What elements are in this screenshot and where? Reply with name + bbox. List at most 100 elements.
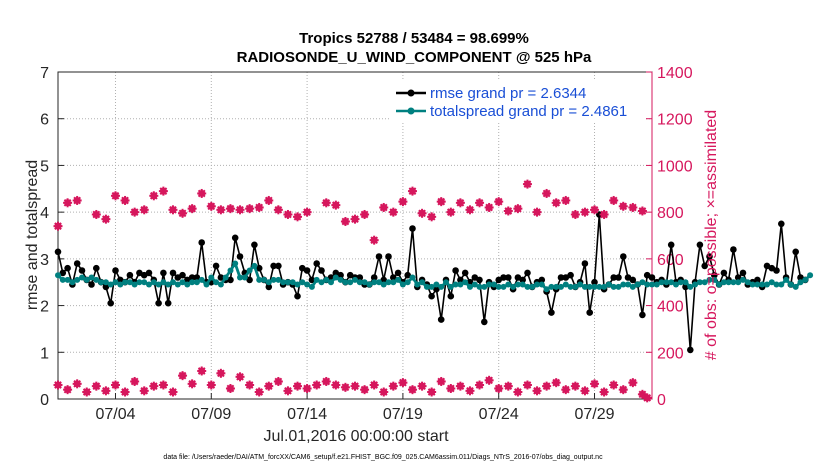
obs-count-high xyxy=(302,207,312,217)
totalspread-point xyxy=(467,283,473,290)
totalspread-point xyxy=(304,281,311,288)
rmse-point xyxy=(64,264,71,272)
totalspread-point xyxy=(318,279,325,286)
totalspread-point xyxy=(500,283,507,290)
rmse-point xyxy=(615,274,622,281)
rmse-point xyxy=(586,309,593,316)
obs-count-low xyxy=(436,376,446,386)
totalspread-point xyxy=(787,281,794,288)
obs-possible-circle xyxy=(64,386,72,394)
rmse-point xyxy=(711,271,718,279)
obs-possible-circle xyxy=(552,379,560,387)
totalspread-point xyxy=(337,276,344,283)
obs-count-low xyxy=(273,376,283,386)
obs-possible-circle xyxy=(447,384,455,392)
obs-count-high xyxy=(254,202,264,212)
obs-possible-circle xyxy=(543,382,551,390)
totalspread-point xyxy=(452,281,459,288)
totalspread-point xyxy=(495,283,502,290)
obs-count-high xyxy=(484,202,494,212)
obs-count-high xyxy=(561,195,571,205)
obs-count-low xyxy=(139,386,149,396)
totalspread-point xyxy=(543,286,550,293)
obs-count-low xyxy=(321,376,331,386)
rmse-point xyxy=(370,274,378,281)
totalspread-point xyxy=(102,279,109,286)
obs-possible-circle xyxy=(428,388,436,396)
rmse-point xyxy=(476,276,483,284)
obs-possible-circle xyxy=(643,394,651,402)
rmse-point xyxy=(610,274,617,281)
obs-possible-circle xyxy=(495,384,503,392)
rmse-point xyxy=(500,274,507,281)
x-tick-label: 07/04 xyxy=(95,406,135,423)
obs-possible-circle xyxy=(198,367,206,375)
obs-possible-circle xyxy=(111,381,119,389)
totalspread-point xyxy=(462,279,469,286)
obs-possible-circle xyxy=(274,206,282,214)
rmse-point xyxy=(481,318,488,326)
obs-count-high xyxy=(570,209,580,219)
totalspread-point xyxy=(510,283,517,290)
obs-possible-circle xyxy=(169,388,177,396)
rmse-point xyxy=(145,269,153,277)
totalspread-point xyxy=(74,276,81,283)
obs-count-low xyxy=(235,372,245,382)
x-tick-label: 07/24 xyxy=(479,406,519,423)
obs-possible-circle xyxy=(322,377,330,385)
series-layer xyxy=(54,211,814,354)
obs-count-high xyxy=(609,195,619,205)
obs-count-low xyxy=(522,380,532,390)
totalspread-point xyxy=(639,279,646,286)
rmse-point xyxy=(648,274,656,281)
y-tick-label-right: 0 xyxy=(657,392,666,409)
totalspread-point xyxy=(625,281,631,288)
obs-count-high xyxy=(91,209,101,219)
totalspread-point xyxy=(419,279,426,286)
obs-possible-circle xyxy=(140,387,148,395)
obs-count-high xyxy=(350,214,360,224)
obs-possible-circle xyxy=(571,210,579,218)
rmse-point xyxy=(265,283,273,291)
chart-title-line2: RADIOSONDE_U_WIND_COMPONENT @ 525 hPa xyxy=(237,49,592,66)
y-tick-label-right: 1000 xyxy=(657,158,693,175)
obs-possible-circle xyxy=(485,203,493,211)
totalspread-point xyxy=(783,276,790,283)
rmse-point xyxy=(308,276,316,284)
totalspread-point xyxy=(256,276,263,283)
obs-count-low xyxy=(187,379,197,389)
rmse-point xyxy=(734,274,742,281)
obs-count-low xyxy=(642,393,652,403)
obs-count-high xyxy=(53,221,63,231)
totalspread-point xyxy=(586,283,593,290)
totalspread-point xyxy=(376,279,382,286)
obs-count-high xyxy=(168,205,178,215)
rmse-point xyxy=(107,299,114,307)
obs-count-low xyxy=(63,385,73,395)
obs-possible-circle xyxy=(265,382,273,390)
obs-possible-circle xyxy=(543,189,551,197)
totalspread-point xyxy=(687,283,694,290)
obs-possible-circle xyxy=(131,208,139,216)
obs-count-low xyxy=(542,381,552,391)
obs-count-high xyxy=(551,198,561,208)
obs-count-high xyxy=(293,212,303,222)
obs-count-low xyxy=(340,382,350,392)
totalspread-point xyxy=(361,279,368,286)
totalspread-point xyxy=(93,276,100,283)
totalspread-point xyxy=(170,279,176,286)
obs-possible-circle xyxy=(303,208,311,216)
obs-possible-circle xyxy=(389,208,397,216)
obs-possible-circle xyxy=(514,205,522,213)
totalspread-point xyxy=(577,281,584,288)
obs-count-high xyxy=(599,209,609,219)
obs-possible-circle xyxy=(255,388,263,396)
totalspread-point xyxy=(79,274,85,281)
obs-count-high xyxy=(388,207,398,217)
obs-possible-circle xyxy=(638,390,646,398)
totalspread-point xyxy=(634,281,641,288)
rmse-point xyxy=(437,316,445,323)
rmse-point xyxy=(251,241,258,249)
obs-count-high xyxy=(120,195,130,205)
